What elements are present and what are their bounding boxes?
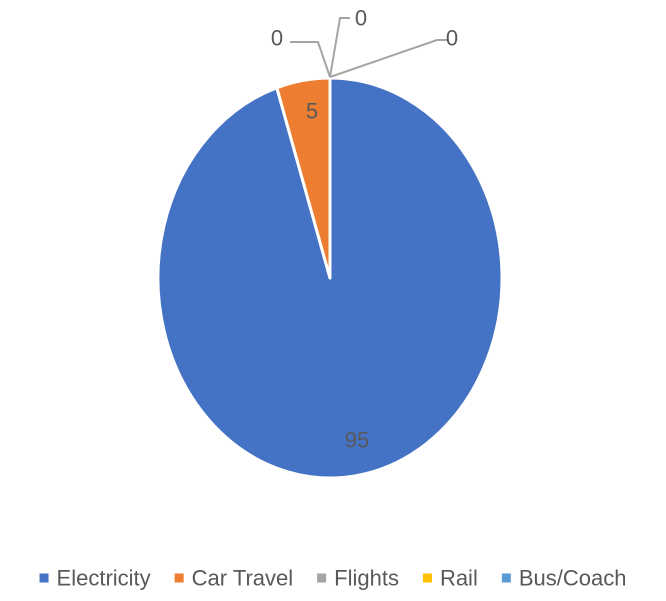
data-labels: 95 5 0 0 0 bbox=[271, 6, 458, 453]
legend-label-electricity: Electricity bbox=[57, 566, 151, 591]
legend-swatch-bus-coach bbox=[501, 573, 511, 583]
data-label-rail: 0 bbox=[355, 6, 367, 31]
leader-lines bbox=[290, 17, 448, 78]
legend-swatch-rail bbox=[422, 573, 432, 583]
legend-item-rail: Rail bbox=[422, 566, 478, 591]
legend-item-flights: Flights bbox=[317, 566, 399, 591]
leader-line-bus-coach bbox=[329, 39, 448, 78]
data-label-flights: 0 bbox=[271, 26, 283, 51]
data-label-bus-coach: 0 bbox=[446, 26, 458, 51]
legend-label-car-travel: Car Travel bbox=[192, 566, 293, 591]
legend: Electricity Car Travel Flights Rail Bus/Coac… bbox=[39, 566, 627, 591]
legend-swatch-flights bbox=[317, 573, 327, 583]
legend-label-bus-coach: Bus/Coach bbox=[519, 566, 627, 591]
legend-swatch-electricity bbox=[39, 573, 49, 583]
legend-item-bus-coach: Bus/Coach bbox=[501, 566, 627, 591]
legend-item-car-travel: Car Travel bbox=[174, 566, 293, 591]
pie-slice-car-travel bbox=[275, 76, 332, 280]
legend-item-electricity: Electricity bbox=[39, 566, 151, 591]
leader-line-rail bbox=[329, 17, 350, 78]
legend-label-rail: Rail bbox=[440, 566, 478, 591]
legend-label-flights: Flights bbox=[334, 566, 399, 591]
leader-line-flights bbox=[290, 41, 331, 78]
data-label-electricity: 95 bbox=[345, 428, 369, 453]
slices-layer bbox=[156, 76, 504, 480]
data-label-car-travel: 5 bbox=[306, 99, 318, 124]
legend-swatch-car-travel bbox=[174, 573, 184, 583]
